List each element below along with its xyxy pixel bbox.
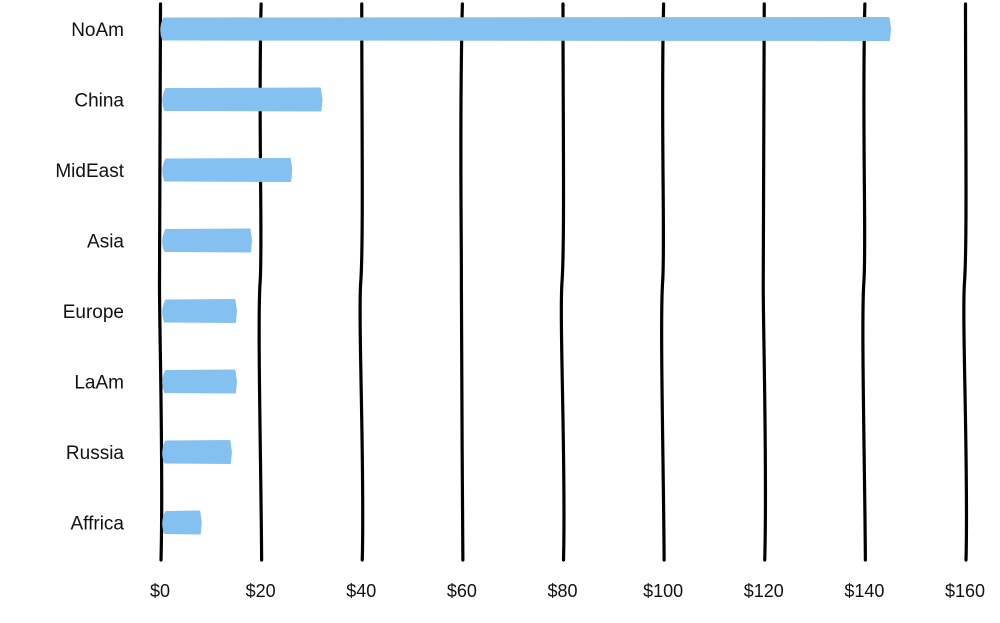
bar-china bbox=[162, 87, 323, 112]
x-tick-label: $40 bbox=[346, 581, 376, 601]
category-label-affrica: Affrica bbox=[70, 514, 124, 535]
x-tick-labels: $0 $20 $40 $60 $80 $100 $120 $140 $160 bbox=[150, 581, 985, 601]
category-label-europe: Europe bbox=[63, 302, 124, 323]
category-label-laam: LaAm bbox=[74, 373, 124, 394]
gridline-20 bbox=[257, 2, 264, 562]
category-label-china: China bbox=[74, 91, 124, 112]
bar-russia bbox=[162, 440, 232, 464]
category-label-asia: Asia bbox=[87, 232, 124, 253]
x-tick-label: $20 bbox=[246, 581, 276, 601]
gridline-100 bbox=[660, 2, 666, 562]
category-labels: NoAm China MidEast Asia Europe LaAm Russia Affr… bbox=[55, 20, 124, 535]
x-tick-label: $100 bbox=[643, 581, 683, 601]
category-label-russia: Russia bbox=[66, 443, 125, 464]
bar-laam bbox=[162, 369, 237, 394]
bar-noam bbox=[160, 17, 892, 41]
bar-mideast bbox=[162, 158, 293, 182]
gridline-0 bbox=[157, 2, 164, 562]
gridline-40 bbox=[358, 2, 365, 562]
category-label-noam: NoAm bbox=[71, 20, 124, 41]
x-tick-label: $80 bbox=[547, 581, 577, 601]
gridline-140 bbox=[861, 2, 867, 562]
gridline-60 bbox=[459, 2, 465, 562]
x-tick-label: $160 bbox=[945, 581, 985, 601]
gridline-160 bbox=[962, 2, 969, 562]
category-label-mideast: MidEast bbox=[55, 161, 124, 182]
gridline-120 bbox=[761, 2, 768, 562]
bars bbox=[160, 17, 892, 535]
bar-affrica bbox=[162, 510, 202, 535]
bar-asia bbox=[162, 228, 253, 253]
bar-europe bbox=[162, 299, 237, 323]
gridline-80 bbox=[559, 2, 566, 562]
x-tick-label: $0 bbox=[150, 581, 170, 601]
x-tick-label: $140 bbox=[844, 581, 884, 601]
gridlines bbox=[157, 2, 969, 562]
x-tick-label: $60 bbox=[447, 581, 477, 601]
x-tick-label: $120 bbox=[744, 581, 784, 601]
